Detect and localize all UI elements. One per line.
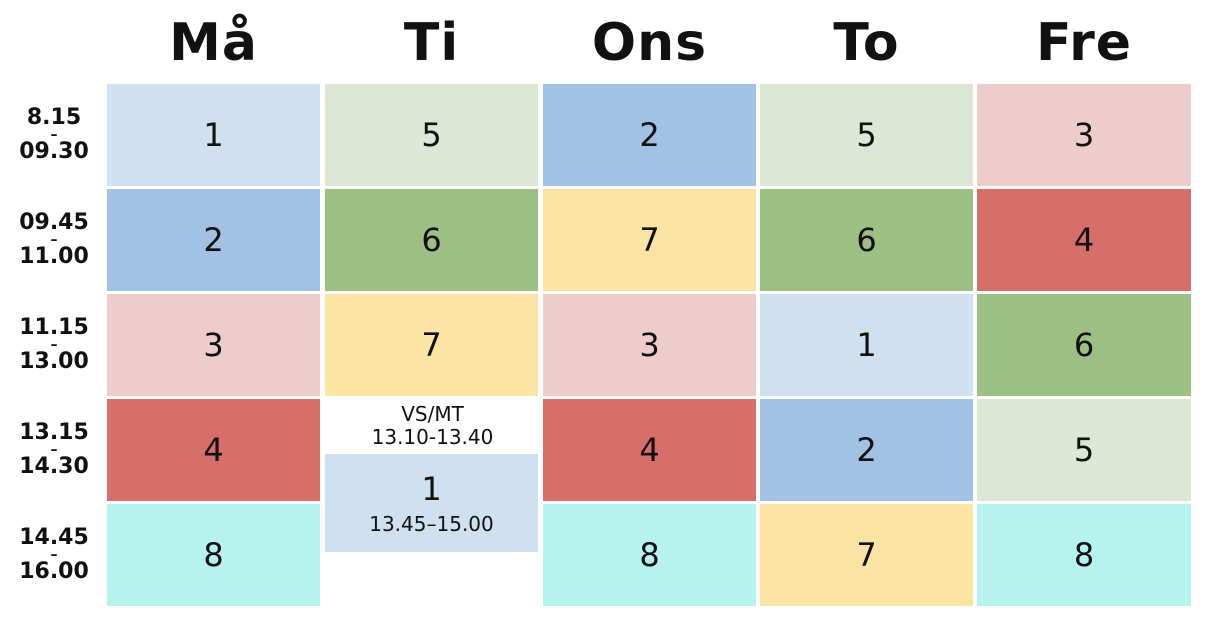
schedule-cell-ons-4: 4 <box>543 399 756 501</box>
time-end: 14.30 <box>19 454 89 479</box>
schedule-cell-ti-2: 6 <box>325 189 538 291</box>
schedule-cell-ma-3: 3 <box>107 294 320 396</box>
lesson-number: 1 <box>421 469 442 508</box>
time-separator: – <box>50 232 58 248</box>
time-start: 8.15 <box>26 105 82 130</box>
time-end: 16.00 <box>19 559 89 584</box>
day-header-ti: Ti <box>403 13 460 73</box>
time-slot-4: 13.15 – 14.30 <box>8 399 100 501</box>
note-time: 13.10-13.40 <box>371 425 494 449</box>
schedule-cell-ons-5: 8 <box>543 504 756 606</box>
time-end: 11.00 <box>19 244 89 269</box>
schedule-cell-to-1: 5 <box>760 84 973 186</box>
time-slot-3: 11.15 – 13.00 <box>8 294 100 396</box>
schedule-cell-fre-4: 5 <box>977 399 1191 501</box>
time-end: 09.30 <box>19 139 89 164</box>
schedule-cell-ma-5: 8 <box>107 504 320 606</box>
time-separator: – <box>50 337 58 353</box>
schedule-cell-ti-3: 7 <box>325 294 538 396</box>
time-separator: – <box>50 547 58 563</box>
schedule-cell-fre-1: 3 <box>977 84 1191 186</box>
schedule-cell-to-2: 6 <box>760 189 973 291</box>
schedule-cell-ti-special: 1 13.45–15.00 <box>325 454 538 552</box>
time-start: 09.45 <box>19 210 89 235</box>
schedule-cell-ons-3: 3 <box>543 294 756 396</box>
time-start: 14.45 <box>19 525 89 550</box>
schedule-cell-fre-2: 4 <box>977 189 1191 291</box>
time-separator: – <box>50 442 58 458</box>
schedule-cell-fre-3: 6 <box>977 294 1191 396</box>
note-label: VS/MT <box>401 402 464 426</box>
ti-break-note: VS/MT 13.10-13.40 <box>325 400 540 452</box>
schedule-cell-fre-5: 8 <box>977 504 1191 606</box>
schedule-cell-ma-1: 1 <box>107 84 320 186</box>
day-header-to: To <box>833 13 900 73</box>
schedule-cell-ma-4: 4 <box>107 399 320 501</box>
day-header-ma: Må <box>169 13 258 73</box>
schedule-cell-ons-2: 7 <box>543 189 756 291</box>
time-slot-2: 09.45 – 11.00 <box>8 189 100 291</box>
day-header-fre: Fre <box>1035 13 1133 73</box>
time-slot-5: 14.45 – 16.00 <box>8 504 100 606</box>
time-end: 13.00 <box>19 349 89 374</box>
schedule-cell-ma-2: 2 <box>107 189 320 291</box>
schedule-cell-to-3: 1 <box>760 294 973 396</box>
schedule-cell-ti-1: 5 <box>325 84 538 186</box>
time-start: 13.15 <box>19 420 89 445</box>
time-separator: – <box>50 127 58 143</box>
time-slot-1: 8.15 – 09.30 <box>8 84 100 186</box>
schedule-cell-to-4: 2 <box>760 399 973 501</box>
day-header-ons: Ons <box>591 13 708 73</box>
schedule-cell-to-5: 7 <box>760 504 973 606</box>
time-start: 11.15 <box>19 315 89 340</box>
schedule-cell-ons-1: 2 <box>543 84 756 186</box>
lesson-time: 13.45–15.00 <box>369 512 494 537</box>
